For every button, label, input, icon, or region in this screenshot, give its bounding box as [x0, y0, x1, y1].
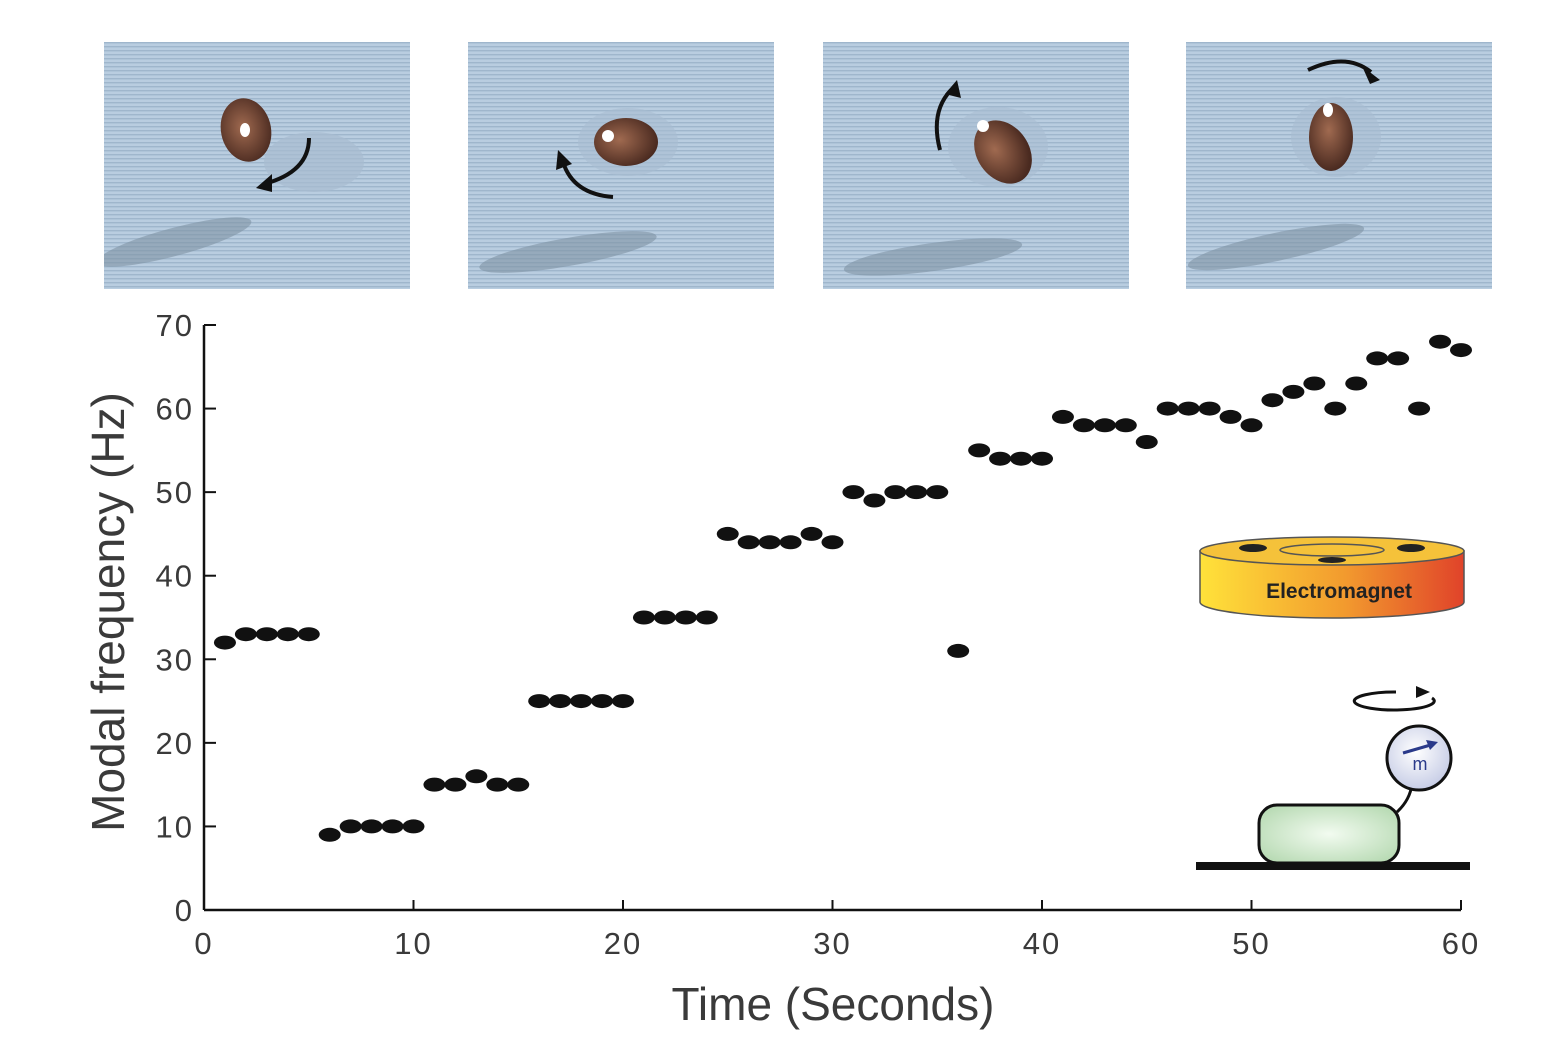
- data-point: [1031, 451, 1053, 466]
- cell-bead-inset: m: [1196, 686, 1470, 870]
- x-tick-label: 50: [1232, 926, 1270, 961]
- data-point: [1366, 351, 1389, 366]
- data-point: [1429, 334, 1452, 349]
- data-point: [926, 485, 949, 500]
- clockwise-right-icon: [1307, 59, 1380, 84]
- data-point: [255, 627, 278, 642]
- y-tick-label: 40: [156, 559, 194, 594]
- data-point: [381, 819, 404, 834]
- clockwise-down-icon: [256, 137, 311, 192]
- data-point: [1387, 351, 1410, 366]
- data-point: [1072, 418, 1095, 433]
- x-axis-title: Time (Seconds): [672, 978, 995, 1030]
- data-point: [1198, 401, 1221, 416]
- data-point: [423, 777, 446, 792]
- data-point: [800, 526, 823, 541]
- data-point: [570, 694, 593, 709]
- data-point: [1177, 401, 1200, 416]
- data-point: [632, 610, 655, 625]
- data-point: [1261, 393, 1284, 408]
- moment-label: m: [1413, 754, 1428, 774]
- data-point: [297, 627, 320, 642]
- data-point: [465, 769, 488, 784]
- x-tick-label: 0: [194, 926, 213, 961]
- data-point: [1408, 401, 1431, 416]
- data-point: [1240, 418, 1263, 433]
- data-point: [989, 451, 1012, 466]
- y-tick-label: 10: [156, 809, 194, 844]
- data-point: [1051, 409, 1074, 424]
- data-point: [276, 627, 299, 642]
- data-point: [674, 610, 697, 625]
- data-point: [591, 694, 614, 709]
- data-point: [444, 777, 467, 792]
- x-tick-label: 20: [604, 926, 642, 961]
- data-point: [821, 535, 844, 550]
- microscopy-panel-3: [823, 42, 1129, 289]
- data-point: [653, 610, 676, 625]
- microscopy-panel-1: [104, 42, 410, 289]
- y-tick-label: 20: [156, 726, 194, 761]
- y-axis-title: Modal frequency (Hz): [82, 392, 134, 832]
- y-tick-label: 30: [156, 642, 194, 677]
- data-point: [402, 819, 425, 834]
- data-point: [1156, 401, 1179, 416]
- x-tick-label: 30: [813, 926, 851, 961]
- data-point: [695, 610, 718, 625]
- data-point: [968, 443, 991, 458]
- data-point: [1282, 384, 1305, 399]
- data-point: [737, 535, 760, 550]
- electromagnet-inset: Electromagnet: [1199, 536, 1465, 619]
- data-point: [1219, 409, 1242, 424]
- clockwise-up-icon: [934, 80, 961, 151]
- data-point: [549, 694, 572, 709]
- data-point: [947, 643, 970, 658]
- x-ticks: 0 10 20 30 40 50 60: [194, 900, 1480, 961]
- data-point: [779, 535, 802, 550]
- y-tick-label: 50: [156, 475, 194, 510]
- data-point: [1114, 418, 1137, 433]
- x-tick-label: 10: [394, 926, 432, 961]
- data-point: [716, 526, 739, 541]
- y-tick-label: 60: [156, 392, 194, 427]
- data-point: [213, 635, 236, 650]
- data-point: [905, 485, 928, 500]
- data-point: [1010, 451, 1033, 466]
- data-point: [486, 777, 509, 792]
- microscopy-panel-2: [468, 42, 774, 289]
- data-point: [612, 694, 634, 709]
- data-point: [1135, 435, 1158, 449]
- electromagnet-label: Electromagnet: [1266, 580, 1412, 603]
- data-point: [1324, 401, 1347, 416]
- data-point: [1303, 376, 1326, 391]
- y-tick-label: 0: [175, 893, 194, 928]
- data-points: [213, 334, 1472, 842]
- y-ticks: 0 10 20 30 40 50 60 70: [156, 308, 216, 928]
- data-point: [842, 485, 865, 500]
- data-point: [360, 819, 383, 834]
- data-point: [884, 485, 907, 500]
- data-point: [318, 827, 341, 842]
- x-tick-label: 40: [1023, 926, 1061, 961]
- data-point: [528, 694, 551, 709]
- x-tick-label: 60: [1442, 926, 1480, 961]
- data-point: [863, 493, 886, 508]
- data-point: [1450, 343, 1472, 358]
- data-point: [1345, 376, 1368, 391]
- data-point: [234, 627, 257, 642]
- counterclockwise-up-icon: [556, 150, 614, 199]
- data-point: [1093, 418, 1116, 433]
- microscopy-panel-4: [1186, 42, 1492, 289]
- rotation-arrow-icon: [1352, 686, 1436, 712]
- data-point: [507, 777, 530, 792]
- data-point: [758, 535, 781, 550]
- y-tick-label: 70: [156, 308, 194, 343]
- data-point: [339, 819, 362, 834]
